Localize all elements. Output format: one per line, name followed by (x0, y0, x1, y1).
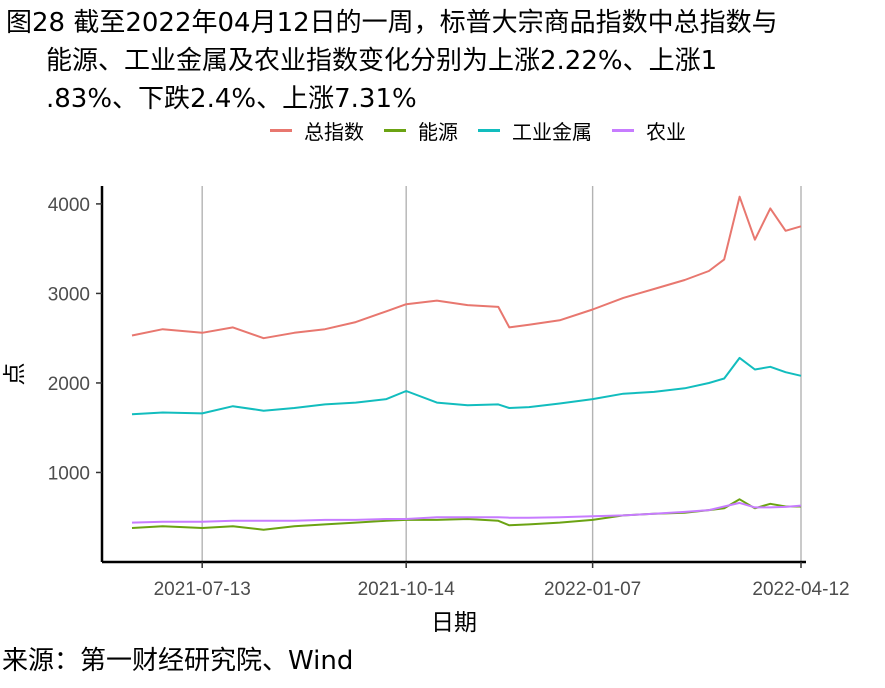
y-tick-label: 1000 (48, 463, 90, 484)
series-line (131, 501, 802, 524)
series-line (131, 498, 801, 531)
y-tick-label: 3000 (48, 284, 90, 305)
legend-item: 能源 (384, 116, 458, 145)
chart-title: 图28 截至2022年04月12日的一周，标普大宗商品指数中总指数与 能源、工业… (0, 4, 885, 118)
legend-label: 农业 (646, 119, 686, 144)
x-tick-label: 2022-01-07 (544, 579, 641, 600)
legend-label: 能源 (418, 119, 458, 144)
legend-swatch (384, 128, 406, 132)
legend-swatch (478, 128, 500, 132)
x-tick-label: 2021-10-14 (358, 579, 456, 600)
legend-swatch (612, 128, 634, 132)
legend-item: 总指数 (270, 116, 364, 145)
legend-item: 农业 (612, 116, 686, 145)
legend-label: 工业金属 (512, 119, 592, 144)
x-tick-label: 2021-07-13 (154, 579, 251, 600)
chart-title-line: 能源、工业金属及农业指数变化分别为上涨2.22%、上涨1 (46, 46, 718, 76)
x-axis-title: 日期 (431, 610, 477, 636)
x-tick-label: 2022-04-12 (752, 579, 849, 600)
chart-legend: 总指数 能源 工业金属 农业 (270, 116, 706, 144)
y-tick-label: 4000 (48, 195, 90, 216)
y-axis-title: 点 (2, 363, 28, 386)
series-line (131, 195, 802, 340)
line-chart: 1000 2000 3000 4000 2021-07-13 2021-10-14 2022… (2, 186, 850, 636)
legend-swatch (270, 128, 292, 132)
legend-item: 工业金属 (478, 116, 592, 145)
series-line (131, 356, 802, 416)
source-note: 来源：第一财经研究院、Wind (2, 646, 354, 676)
legend-label: 总指数 (304, 119, 364, 144)
y-tick-label: 2000 (48, 374, 90, 395)
chart-title-line: .83%、下跌2.4%、上涨7.31% (46, 84, 417, 114)
chart-title-line: 图28 截至2022年04月12日的一周，标普大宗商品指数中总指数与 (6, 8, 778, 38)
